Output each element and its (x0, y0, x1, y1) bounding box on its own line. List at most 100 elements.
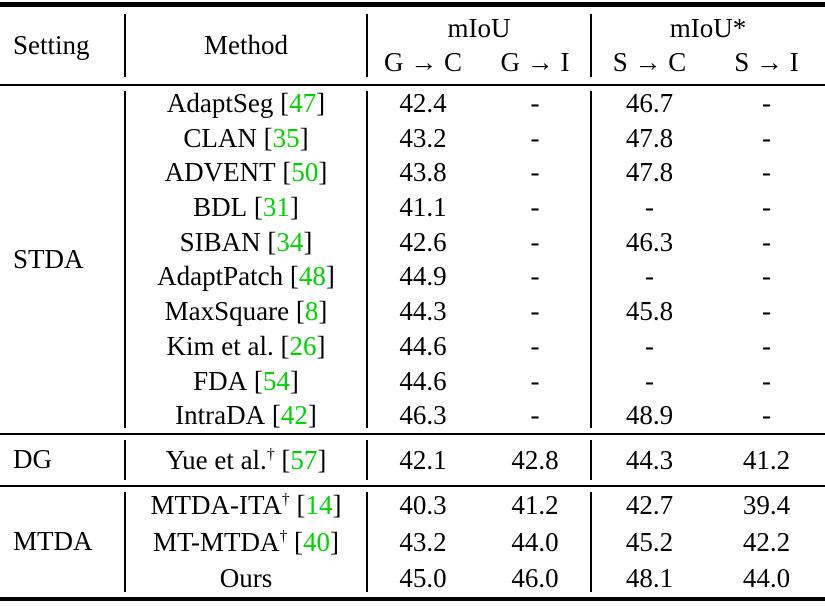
method-name: Yue et al. (165, 444, 267, 475)
section-mtda: MTDA MTDA-ITA† [14] 40.3 41.2 42.7 39.4 … (0, 487, 825, 597)
column-divider (124, 91, 126, 428)
citation-bracket: ] (318, 296, 328, 327)
dagger-mark: † (281, 490, 290, 508)
value-cell: - (645, 261, 654, 292)
header-g-to-i: G → I (500, 47, 570, 77)
value-cell: 41.2 (511, 489, 559, 520)
citation-number[interactable]: 8 (304, 296, 319, 327)
section-rule (0, 484, 825, 487)
citation-bracket: [ (289, 489, 306, 520)
method-cell: SIBAN [34] (125, 225, 367, 260)
method-cell: Kim et al. [26] (125, 329, 367, 364)
bottom-rule (0, 596, 825, 601)
value-cell: 45.0 (399, 563, 447, 594)
value-cell: - (530, 122, 540, 153)
value-cell: 46.7 (625, 88, 674, 118)
citation-number[interactable]: 48 (298, 261, 326, 292)
value-cell: - (645, 365, 654, 396)
value-cell: 44.6 (399, 330, 447, 361)
method-cell: CLAN [35] (125, 121, 367, 156)
header-s-to-c: S → C (612, 47, 687, 77)
header-miou-star: mIoU* (669, 13, 747, 43)
value-cell: - (645, 330, 654, 361)
citation-number[interactable]: 35 (272, 122, 300, 153)
citation-number[interactable]: 40 (303, 526, 331, 557)
column-divider (590, 491, 592, 592)
citation-bracket: [ (247, 192, 263, 223)
citation-bracket: ] (289, 365, 299, 396)
header-setting: Setting (13, 30, 90, 60)
citation-bracket: [ (265, 400, 281, 431)
top-rule (0, 2, 825, 7)
value-cell: - (762, 226, 771, 257)
value-cell: 48.1 (625, 563, 674, 594)
citation-number[interactable]: 50 (291, 157, 319, 188)
value-cell: 42.8 (511, 444, 559, 475)
column-divider (124, 491, 126, 592)
citation-bracket: [ (283, 261, 299, 292)
value-cell: 44.3 (399, 296, 447, 327)
citation-bracket: ] (332, 489, 342, 520)
citation-bracket: [ (287, 526, 304, 557)
setting-label: DG (13, 444, 52, 475)
value-cell: - (762, 261, 771, 292)
value-cell: - (530, 365, 540, 396)
method-cell: AdaptPatch [48] (125, 259, 367, 294)
citation-bracket: ] (289, 192, 299, 223)
setting-label: MTDA (13, 526, 93, 557)
citation-number[interactable]: 31 (262, 192, 290, 223)
value-cell: 44.6 (399, 365, 447, 396)
column-divider (590, 91, 592, 428)
section-dg: DG Yue et al.† [57] 42.1 42.8 44.3 41.2 (0, 435, 825, 485)
method-name: MaxSquare (164, 296, 290, 327)
header-rule (0, 84, 825, 86)
method-cell: ADVENT [50] (125, 155, 367, 190)
method-name: Ours (219, 563, 273, 594)
citation-number[interactable]: 47 (289, 88, 317, 118)
citation-bracket: [ (256, 122, 273, 153)
citation-number[interactable]: 14 (305, 489, 333, 520)
header-method: Method (204, 30, 288, 60)
column-divider (366, 491, 368, 592)
value-cell: 44.9 (399, 261, 447, 292)
method-name: MT-MTDA (152, 526, 280, 557)
method-cell: BDL [31] (125, 190, 367, 225)
value-cell: 47.8 (625, 122, 674, 153)
value-cell: - (530, 157, 540, 188)
value-cell: 43.2 (399, 122, 447, 153)
value-cell: - (530, 330, 540, 361)
value-cell: - (530, 192, 540, 223)
value-cell: 46.3 (399, 400, 447, 431)
value-cell: 41.2 (742, 444, 791, 475)
method-cell: IntraDA [42] (125, 398, 367, 433)
method-cell: Ours (125, 560, 367, 597)
method-name: Kim et al. (166, 330, 274, 361)
citation-number[interactable]: 57 (290, 444, 318, 475)
value-cell: - (645, 192, 654, 223)
method-cell: AdaptSeg [47] (125, 86, 367, 121)
citation-number[interactable]: 54 (262, 365, 290, 396)
method-cell: MTDA-ITA† [14] (125, 487, 367, 524)
header-g-to-c: G → C (383, 47, 462, 77)
value-cell: - (530, 400, 540, 431)
citation-bracket: [ (275, 157, 292, 188)
citation-bracket: ] (299, 122, 309, 153)
citation-number[interactable]: 26 (289, 330, 317, 361)
column-divider (366, 91, 368, 428)
table-header: Setting Method mIoU mIoU* G → C G → I S … (0, 7, 825, 84)
citation-bracket: [ (273, 330, 290, 361)
value-cell: - (530, 261, 540, 292)
value-cell: - (530, 296, 540, 327)
column-divider (366, 14, 368, 77)
value-cell: 43.2 (399, 526, 447, 557)
value-cell: - (762, 122, 771, 153)
method-name: MTDA-ITA (150, 489, 282, 520)
method-cell: MaxSquare [8] (125, 294, 367, 329)
citation-number[interactable]: 42 (280, 400, 308, 431)
value-cell: 42.2 (742, 526, 791, 557)
value-cell: 40.3 (399, 489, 447, 520)
citation-number[interactable]: 34 (276, 226, 304, 257)
citation-bracket: [ (289, 296, 305, 327)
header-miou: mIoU (447, 13, 511, 43)
